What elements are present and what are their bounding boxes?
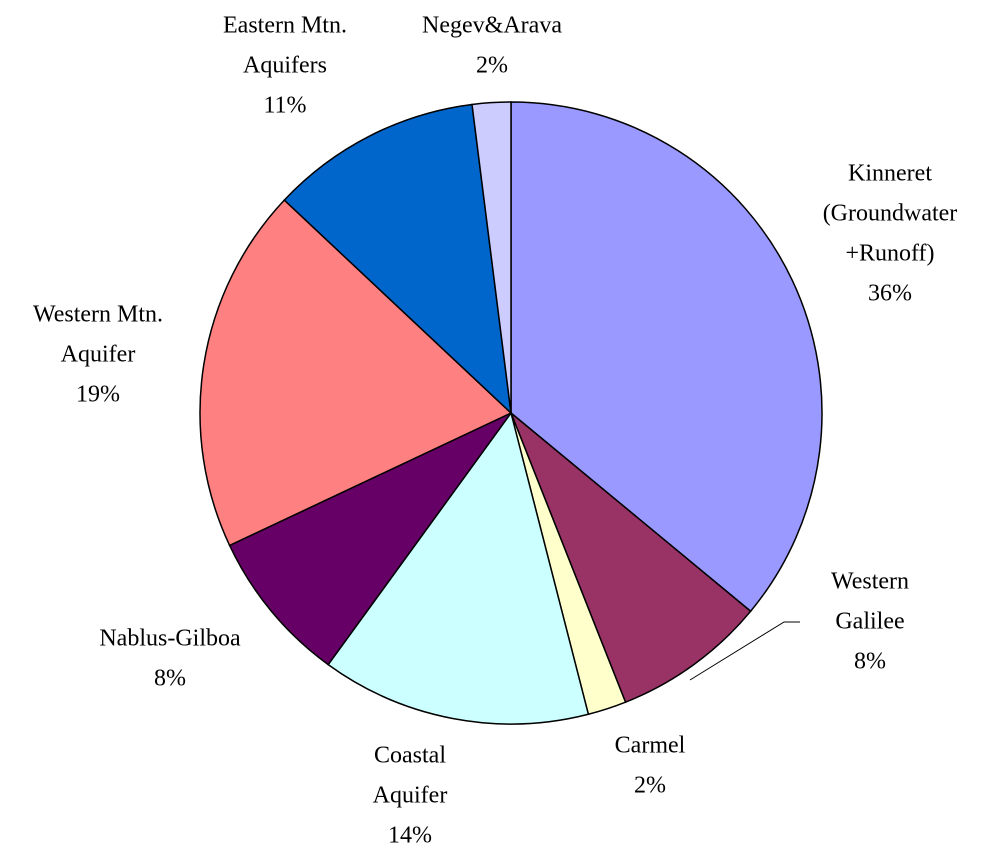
- slice-label: Western: [831, 569, 909, 595]
- slice-label: Negev&Arava: [422, 13, 562, 39]
- slice-label: +Runoff): [845, 241, 934, 267]
- value-label: 11%: [263, 93, 306, 119]
- value-label: 14%: [388, 823, 432, 848]
- slice-label: Coastal: [374, 743, 446, 769]
- leader-line: [689, 621, 800, 681]
- slice-label: Eastern Mtn.: [223, 13, 347, 39]
- slice-label: Galilee: [835, 609, 904, 635]
- slice-label: (Groundwater: [823, 201, 958, 227]
- pie-slice: [510, 101, 823, 613]
- pie-slice: [510, 412, 752, 704]
- slice-label: Nablus-Gilboa: [99, 626, 241, 652]
- pie-slice: [228, 412, 512, 666]
- slice-label: Western Mtn.: [33, 302, 163, 328]
- pie-slice: [471, 101, 512, 414]
- slice-label: Aquifers: [243, 53, 327, 79]
- slice-label: Kinneret: [848, 161, 932, 187]
- value-label: 8%: [854, 649, 886, 675]
- value-label: 36%: [868, 281, 912, 307]
- slice-label: Carmel: [615, 733, 686, 759]
- slice-label: Aquifer: [61, 342, 136, 368]
- value-label: 2%: [476, 53, 508, 79]
- slice-label: Aquifer: [373, 783, 448, 809]
- pie-slice: [283, 103, 513, 415]
- pie-slice: [327, 411, 590, 725]
- pie-slice: [199, 199, 513, 547]
- value-label: 2%: [634, 773, 666, 799]
- value-label: 8%: [154, 666, 186, 692]
- value-label: 19%: [76, 382, 120, 408]
